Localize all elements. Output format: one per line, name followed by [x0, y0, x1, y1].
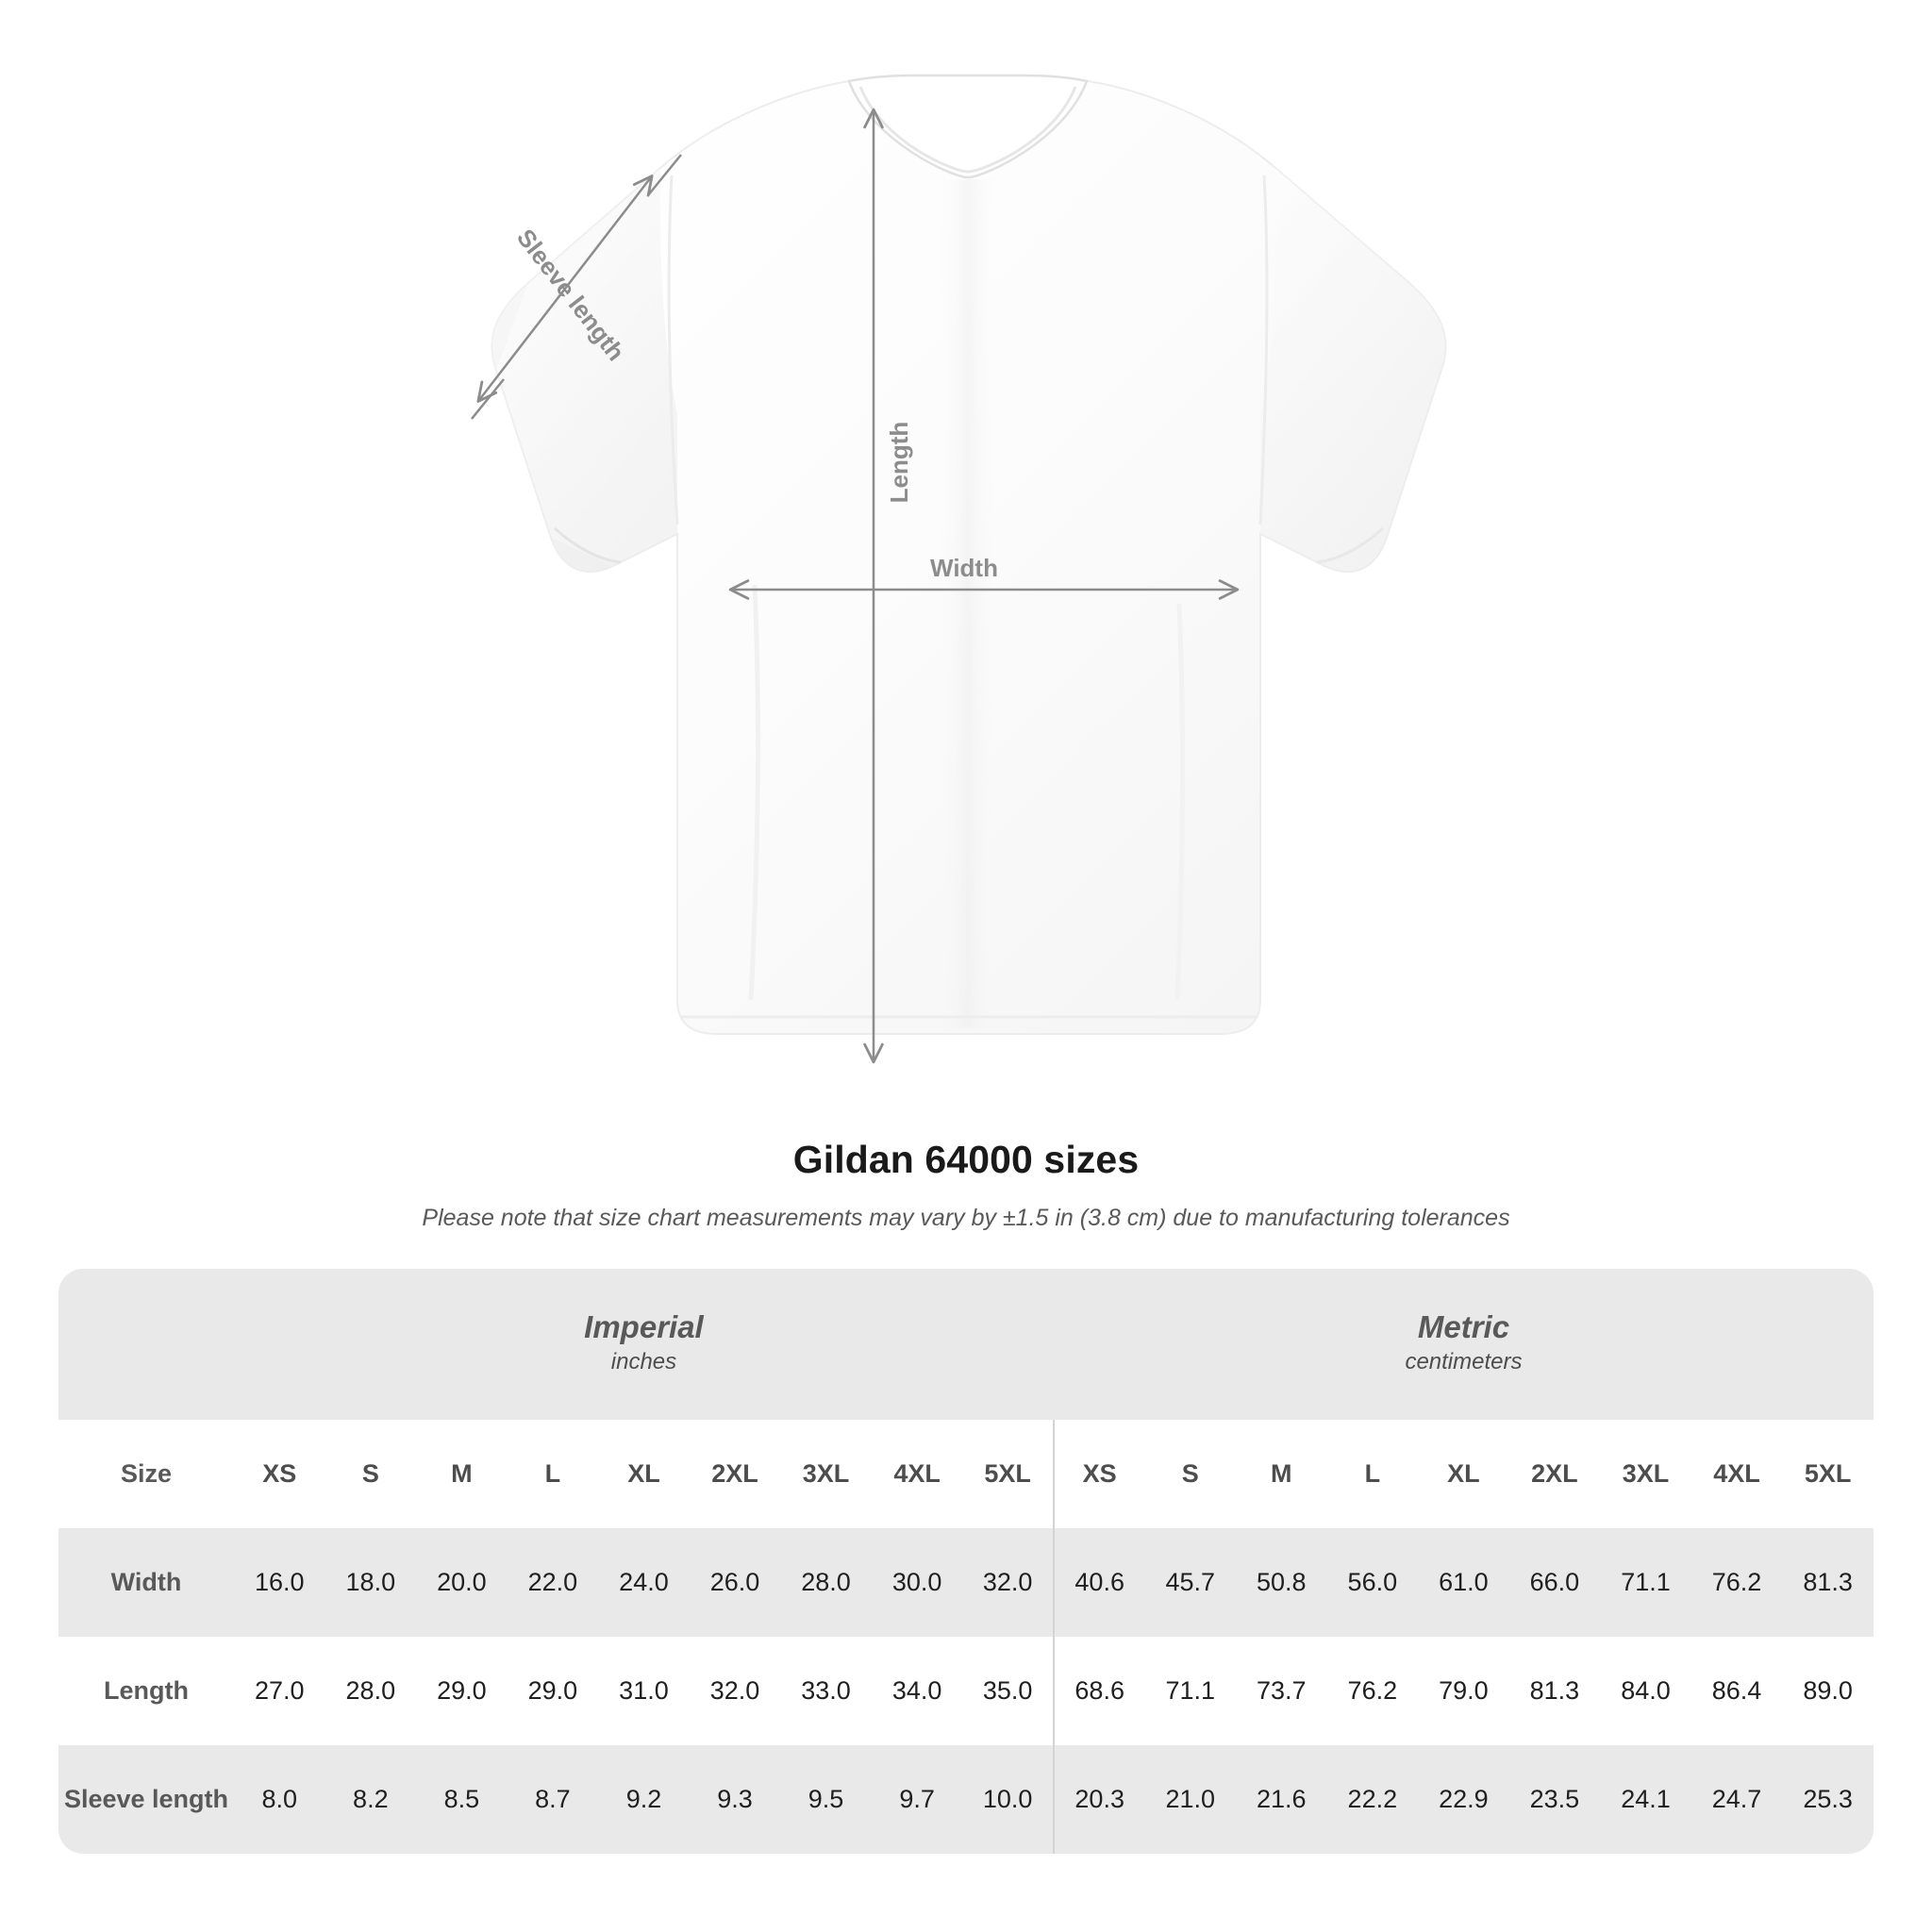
size-chart-table: Imperial inches Metric centimeters Size … [58, 1269, 1874, 1854]
tshirt-graphic [491, 74, 1447, 1035]
table-row: Width 16.0 18.0 20.0 22.0 24.0 26.0 28.0… [58, 1528, 1874, 1637]
cell-length-imperial-l: 29.0 [507, 1637, 599, 1745]
cell-length-metric-3xl: 84.0 [1600, 1637, 1691, 1745]
row-label-width: Width [58, 1528, 234, 1637]
size-col-imperial-3xl: 3XL [780, 1420, 872, 1528]
cell-width-metric-3xl: 71.1 [1600, 1528, 1691, 1637]
table-row: Length 27.0 28.0 29.0 29.0 31.0 32.0 33.… [58, 1637, 1874, 1745]
size-col-imperial-5xl: 5XL [962, 1420, 1054, 1528]
cell-width-imperial-xs: 16.0 [234, 1528, 325, 1637]
size-header-label: Size [58, 1420, 234, 1528]
sleeve-length-dimension-arrow [471, 154, 682, 420]
cell-width-imperial-2xl: 26.0 [689, 1528, 781, 1637]
cell-sleeve-metric-4xl: 24.7 [1690, 1745, 1783, 1854]
size-col-metric-4xl: 4XL [1690, 1420, 1783, 1528]
row-label-sleeve-length: Sleeve length [58, 1745, 234, 1854]
unit-group-metric: Metric centimeters [1053, 1269, 1874, 1420]
size-col-imperial-xs: XS [234, 1420, 325, 1528]
size-col-imperial-s: S [325, 1420, 417, 1528]
cell-sleeve-imperial-xs: 8.0 [234, 1745, 325, 1854]
cell-length-imperial-xl: 31.0 [598, 1637, 690, 1745]
cell-length-imperial-5xl: 35.0 [962, 1637, 1054, 1745]
size-table-container: Imperial inches Metric centimeters Size … [58, 1269, 1874, 1854]
cell-length-imperial-2xl: 32.0 [689, 1637, 781, 1745]
cell-length-imperial-3xl: 33.0 [780, 1637, 872, 1745]
size-col-metric-2xl: 2XL [1508, 1420, 1601, 1528]
size-col-metric-l: L [1326, 1420, 1419, 1528]
cell-width-imperial-l: 22.0 [507, 1528, 599, 1637]
length-label: Length [885, 422, 913, 504]
unit-sub-imperial: inches [610, 1349, 677, 1375]
cell-width-imperial-m: 20.0 [416, 1528, 508, 1637]
cell-width-metric-s: 45.7 [1144, 1528, 1237, 1637]
cell-sleeve-metric-m: 21.6 [1236, 1745, 1327, 1854]
cell-width-metric-5xl: 81.3 [1782, 1528, 1874, 1637]
size-col-metric-s: S [1144, 1420, 1237, 1528]
width-label: Width [930, 554, 998, 582]
cell-width-metric-l: 56.0 [1326, 1528, 1419, 1637]
size-col-imperial-l: L [507, 1420, 599, 1528]
cell-length-metric-l: 76.2 [1326, 1637, 1419, 1745]
cell-sleeve-imperial-l: 8.7 [507, 1745, 599, 1854]
size-col-metric-xs: XS [1052, 1420, 1145, 1528]
cell-width-metric-m: 50.8 [1236, 1528, 1327, 1637]
cell-width-metric-4xl: 76.2 [1690, 1528, 1783, 1637]
unit-header-row: Imperial inches Metric centimeters [58, 1269, 1874, 1420]
cell-length-imperial-4xl: 34.0 [871, 1637, 963, 1745]
cell-length-metric-4xl: 86.4 [1690, 1637, 1783, 1745]
cell-width-imperial-s: 18.0 [325, 1528, 417, 1637]
size-col-imperial-2xl: 2XL [689, 1420, 781, 1528]
cell-sleeve-imperial-5xl: 10.0 [962, 1745, 1054, 1854]
cell-length-metric-xl: 79.0 [1418, 1637, 1509, 1745]
cell-sleeve-imperial-s: 8.2 [325, 1745, 417, 1854]
size-col-metric-xl: XL [1418, 1420, 1509, 1528]
cell-sleeve-metric-5xl: 25.3 [1782, 1745, 1874, 1854]
cell-length-imperial-m: 29.0 [416, 1637, 508, 1745]
cell-length-metric-5xl: 89.0 [1782, 1637, 1874, 1745]
size-col-imperial-xl: XL [598, 1420, 690, 1528]
unit-sub-metric: centimeters [1405, 1349, 1523, 1375]
size-header-row: Size XS S M L XL 2XL 3XL 4XL 5XL XS S M … [58, 1420, 1874, 1528]
cell-width-imperial-3xl: 28.0 [780, 1528, 872, 1637]
cell-sleeve-metric-2xl: 23.5 [1508, 1745, 1601, 1854]
cell-sleeve-metric-xl: 22.9 [1418, 1745, 1509, 1854]
table-row: Sleeve length 8.0 8.2 8.5 8.7 9.2 9.3 9.… [58, 1745, 1874, 1854]
cell-sleeve-metric-l: 22.2 [1326, 1745, 1419, 1854]
cell-length-metric-m: 73.7 [1236, 1637, 1327, 1745]
unit-header-spacer [58, 1269, 234, 1420]
cell-length-metric-xs: 68.6 [1052, 1637, 1145, 1745]
page-subtitle: Please note that size chart measurements… [422, 1205, 1510, 1231]
cell-width-imperial-5xl: 32.0 [962, 1528, 1054, 1637]
cell-sleeve-metric-3xl: 24.1 [1600, 1745, 1691, 1854]
size-col-imperial-m: M [416, 1420, 508, 1528]
tshirt-measurement-figure: Length Width Sleeve length [471, 74, 1447, 1064]
size-col-metric-3xl: 3XL [1600, 1420, 1691, 1528]
cell-width-imperial-xl: 24.0 [598, 1528, 690, 1637]
unit-group-imperial: Imperial inches [234, 1269, 1054, 1420]
cell-sleeve-imperial-m: 8.5 [416, 1745, 508, 1854]
cell-sleeve-metric-s: 21.0 [1144, 1745, 1237, 1854]
cell-length-imperial-xs: 27.0 [234, 1637, 325, 1745]
cell-width-imperial-4xl: 30.0 [871, 1528, 963, 1637]
size-col-metric-m: M [1236, 1420, 1327, 1528]
unit-name-metric: Metric [1417, 1308, 1510, 1344]
size-col-imperial-4xl: 4XL [871, 1420, 963, 1528]
cell-length-imperial-s: 28.0 [325, 1637, 417, 1745]
row-label-length: Length [58, 1637, 234, 1745]
cell-sleeve-imperial-4xl: 9.7 [871, 1745, 963, 1854]
size-col-metric-5xl: 5XL [1782, 1420, 1874, 1528]
cell-width-metric-xl: 61.0 [1418, 1528, 1509, 1637]
cell-width-metric-xs: 40.6 [1052, 1528, 1145, 1637]
cell-sleeve-imperial-2xl: 9.3 [689, 1745, 781, 1854]
cell-sleeve-imperial-xl: 9.2 [598, 1745, 690, 1854]
cell-length-metric-2xl: 81.3 [1508, 1637, 1601, 1745]
page-title: Gildan 64000 sizes [792, 1138, 1140, 1181]
cell-sleeve-imperial-3xl: 9.5 [780, 1745, 872, 1854]
cell-sleeve-metric-xs: 20.3 [1052, 1745, 1145, 1854]
cell-length-metric-s: 71.1 [1144, 1637, 1237, 1745]
cell-width-metric-2xl: 66.0 [1508, 1528, 1601, 1637]
unit-name-imperial: Imperial [584, 1308, 704, 1344]
